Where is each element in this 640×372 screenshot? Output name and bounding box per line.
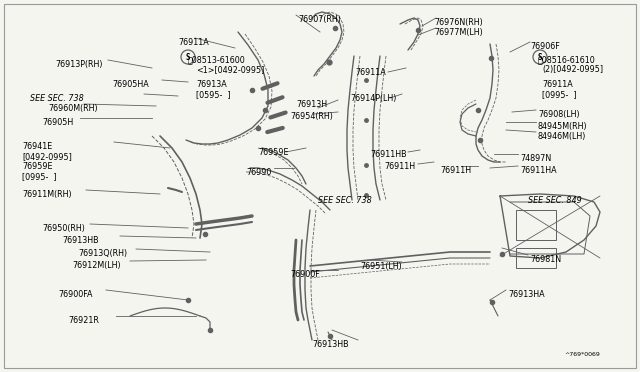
Text: 76960M(RH): 76960M(RH)	[48, 104, 98, 113]
Text: 76912M(LH): 76912M(LH)	[72, 261, 120, 270]
Text: [0595-  ]: [0595- ]	[196, 90, 230, 99]
Text: SEE SEC. 738: SEE SEC. 738	[30, 94, 84, 103]
Text: 76911H: 76911H	[440, 166, 471, 175]
Text: 76905H: 76905H	[42, 118, 73, 127]
Text: 76913Q(RH): 76913Q(RH)	[78, 249, 127, 258]
Text: [0995-  ]: [0995- ]	[22, 172, 56, 181]
Text: 76900FA: 76900FA	[58, 290, 93, 299]
Text: 74897N: 74897N	[520, 154, 551, 163]
Text: 76976N(RH): 76976N(RH)	[434, 18, 483, 27]
Text: 76905HA: 76905HA	[112, 80, 148, 89]
Text: SEE SEC. 738: SEE SEC. 738	[318, 196, 372, 205]
Text: 76977M(LH): 76977M(LH)	[434, 28, 483, 37]
Bar	[516, 210, 556, 240]
Text: 76911A: 76911A	[355, 68, 386, 77]
Text: (2)[0492-0995]: (2)[0492-0995]	[542, 65, 603, 74]
Text: <1>[0492-0995]: <1>[0492-0995]	[196, 65, 264, 74]
Text: [0492-0995]: [0492-0995]	[22, 152, 72, 161]
Text: 84945M(RH): 84945M(RH)	[538, 122, 588, 131]
Text: 76900F: 76900F	[290, 270, 320, 279]
Text: 76908(LH): 76908(LH)	[538, 110, 580, 119]
Text: 76911M(RH): 76911M(RH)	[22, 190, 72, 199]
Text: 76913HB: 76913HB	[62, 236, 99, 245]
Text: 76990: 76990	[246, 168, 271, 177]
Text: 76913A: 76913A	[196, 80, 227, 89]
Text: 76913H: 76913H	[296, 100, 327, 109]
Text: 76913P(RH): 76913P(RH)	[55, 60, 102, 69]
Text: 76951(LH): 76951(LH)	[360, 262, 402, 271]
Text: [0995-  ]: [0995- ]	[542, 90, 577, 99]
Text: 76914P(LH): 76914P(LH)	[350, 94, 396, 103]
Text: 76911A: 76911A	[542, 80, 573, 89]
Text: 76959E: 76959E	[258, 148, 289, 157]
Text: 84946M(LH): 84946M(LH)	[538, 132, 586, 141]
Text: 76907(RH): 76907(RH)	[298, 15, 341, 24]
Text: 76950(RH): 76950(RH)	[42, 224, 85, 233]
Text: 76959E: 76959E	[22, 162, 52, 171]
Text: 76981N: 76981N	[530, 255, 561, 264]
Text: SEE SEC. 849: SEE SEC. 849	[528, 196, 582, 205]
Text: 76911A: 76911A	[178, 38, 209, 47]
Text: 76913HA: 76913HA	[508, 290, 545, 299]
Text: 76954(RH): 76954(RH)	[290, 112, 333, 121]
Text: 76911HB: 76911HB	[370, 150, 406, 159]
Text: 76906F: 76906F	[530, 42, 560, 51]
Text: 76921R: 76921R	[68, 316, 99, 325]
Text: S: S	[186, 52, 190, 61]
Text: 76911HA: 76911HA	[520, 166, 557, 175]
Text: S: S	[538, 52, 542, 61]
Text: Ⓝ08516-61610: Ⓝ08516-61610	[538, 55, 596, 64]
Text: ^769*0069: ^769*0069	[564, 352, 600, 357]
Text: 76941E: 76941E	[22, 142, 52, 151]
Text: 76913HB: 76913HB	[312, 340, 349, 349]
Text: 76911H: 76911H	[384, 162, 415, 171]
Bar	[516, 248, 556, 268]
Text: Ⓝ08513-61600: Ⓝ08513-61600	[188, 55, 246, 64]
